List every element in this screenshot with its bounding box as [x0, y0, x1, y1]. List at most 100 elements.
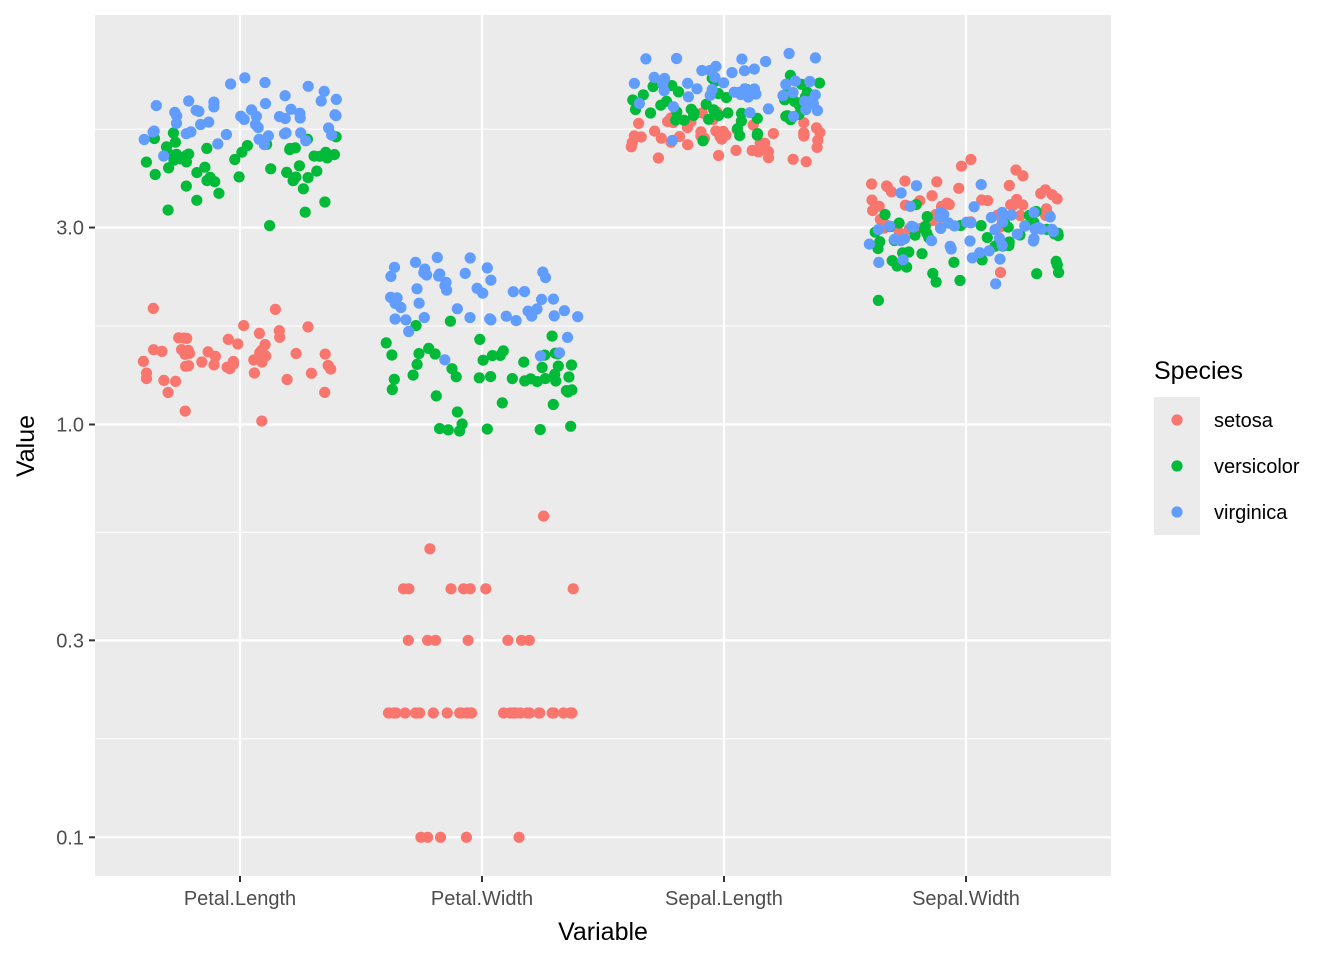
point-virginica — [389, 313, 401, 325]
point-setosa — [248, 367, 260, 379]
point-versicolor — [703, 113, 715, 125]
point-setosa — [305, 367, 317, 379]
legend-label-versicolor: versicolor — [1214, 456, 1300, 478]
point-versicolor — [180, 180, 192, 192]
point-virginica — [990, 278, 1002, 290]
legend-label-virginica: virginica — [1214, 502, 1288, 524]
point-setosa — [655, 132, 667, 144]
point-versicolor — [670, 114, 682, 126]
point-virginica — [403, 325, 415, 338]
point-virginica — [742, 91, 754, 103]
point-virginica — [628, 77, 641, 89]
point-virginica — [884, 220, 896, 232]
point-versicolor — [697, 135, 709, 147]
point-setosa — [322, 359, 334, 372]
point-virginica — [760, 55, 772, 68]
point-virginica — [262, 130, 274, 142]
point-setosa — [515, 634, 528, 646]
point-versicolor — [813, 77, 826, 89]
point-versicolor — [264, 220, 276, 232]
point-versicolor — [494, 349, 506, 361]
point-versicolor — [293, 160, 305, 172]
point-virginica — [1046, 223, 1058, 235]
point-virginica — [464, 252, 476, 264]
point-versicolor — [485, 371, 497, 383]
point-setosa — [465, 707, 477, 719]
point-versicolor — [700, 98, 712, 110]
point-versicolor — [563, 371, 575, 383]
point-virginica — [873, 256, 885, 268]
point-virginica — [212, 138, 224, 150]
point-versicolor — [918, 223, 931, 235]
point-virginica — [451, 303, 463, 315]
point-setosa — [633, 117, 645, 129]
point-virginica — [315, 95, 327, 107]
point-versicolor — [442, 424, 454, 436]
point-virginica — [418, 267, 430, 279]
point-virginica — [996, 206, 1008, 219]
point-setosa — [196, 356, 208, 368]
point-setosa — [403, 583, 415, 595]
point-versicolor — [319, 196, 331, 208]
point-setosa — [652, 152, 665, 164]
point-virginica — [235, 110, 247, 122]
point-virginica — [280, 127, 292, 139]
point-setosa — [1006, 200, 1019, 212]
point-versicolor — [486, 350, 498, 362]
point-setosa — [290, 347, 302, 360]
point-setosa — [414, 707, 426, 719]
point-setosa — [441, 707, 453, 719]
point-virginica — [1044, 211, 1056, 223]
point-versicolor — [879, 208, 891, 221]
point-setosa — [538, 510, 550, 522]
point-versicolor — [893, 217, 905, 229]
point-versicolor — [930, 276, 942, 288]
point-setosa — [281, 373, 293, 386]
point-setosa — [564, 707, 577, 719]
series-virginica — [138, 47, 1059, 366]
point-virginica — [548, 310, 560, 322]
point-virginica — [481, 262, 493, 274]
point-versicolor — [1031, 268, 1043, 280]
point-virginica — [994, 253, 1006, 265]
point-setosa — [867, 204, 879, 217]
point-setosa — [180, 360, 192, 372]
point-virginica — [518, 286, 531, 298]
point-virginica — [323, 122, 335, 134]
point-virginica — [273, 111, 286, 123]
point-virginica — [942, 217, 955, 229]
point-versicolor — [536, 361, 548, 374]
point-virginica — [558, 305, 571, 317]
point-virginica — [910, 180, 923, 192]
point-versicolor — [386, 383, 398, 396]
point-setosa — [941, 197, 953, 209]
point-versicolor — [321, 152, 333, 164]
point-virginica — [780, 78, 792, 90]
point-virginica — [906, 220, 918, 232]
point-virginica — [259, 76, 271, 89]
point-setosa — [510, 707, 522, 719]
point-virginica — [185, 126, 197, 138]
point-virginica — [709, 71, 721, 83]
point-setosa — [798, 117, 810, 129]
point-setosa — [926, 190, 938, 202]
point-versicolor — [311, 165, 323, 177]
point-virginica — [395, 301, 407, 314]
point-setosa — [814, 126, 826, 138]
point-versicolor — [265, 163, 277, 175]
point-versicolor — [547, 398, 559, 411]
legend-title: Species — [1154, 357, 1243, 385]
point-setosa — [181, 332, 193, 344]
point-versicolor — [236, 146, 248, 158]
point-setosa — [429, 634, 442, 646]
point-setosa — [445, 583, 457, 595]
y-tick-label: 3.0 — [56, 218, 84, 240]
point-setosa — [899, 175, 911, 187]
point-setosa — [170, 375, 182, 387]
point-virginica — [1028, 233, 1040, 245]
point-setosa — [885, 186, 898, 198]
point-setosa — [460, 831, 472, 843]
point-virginica — [385, 291, 397, 303]
point-versicolor — [388, 373, 400, 385]
point-virginica — [726, 67, 738, 79]
